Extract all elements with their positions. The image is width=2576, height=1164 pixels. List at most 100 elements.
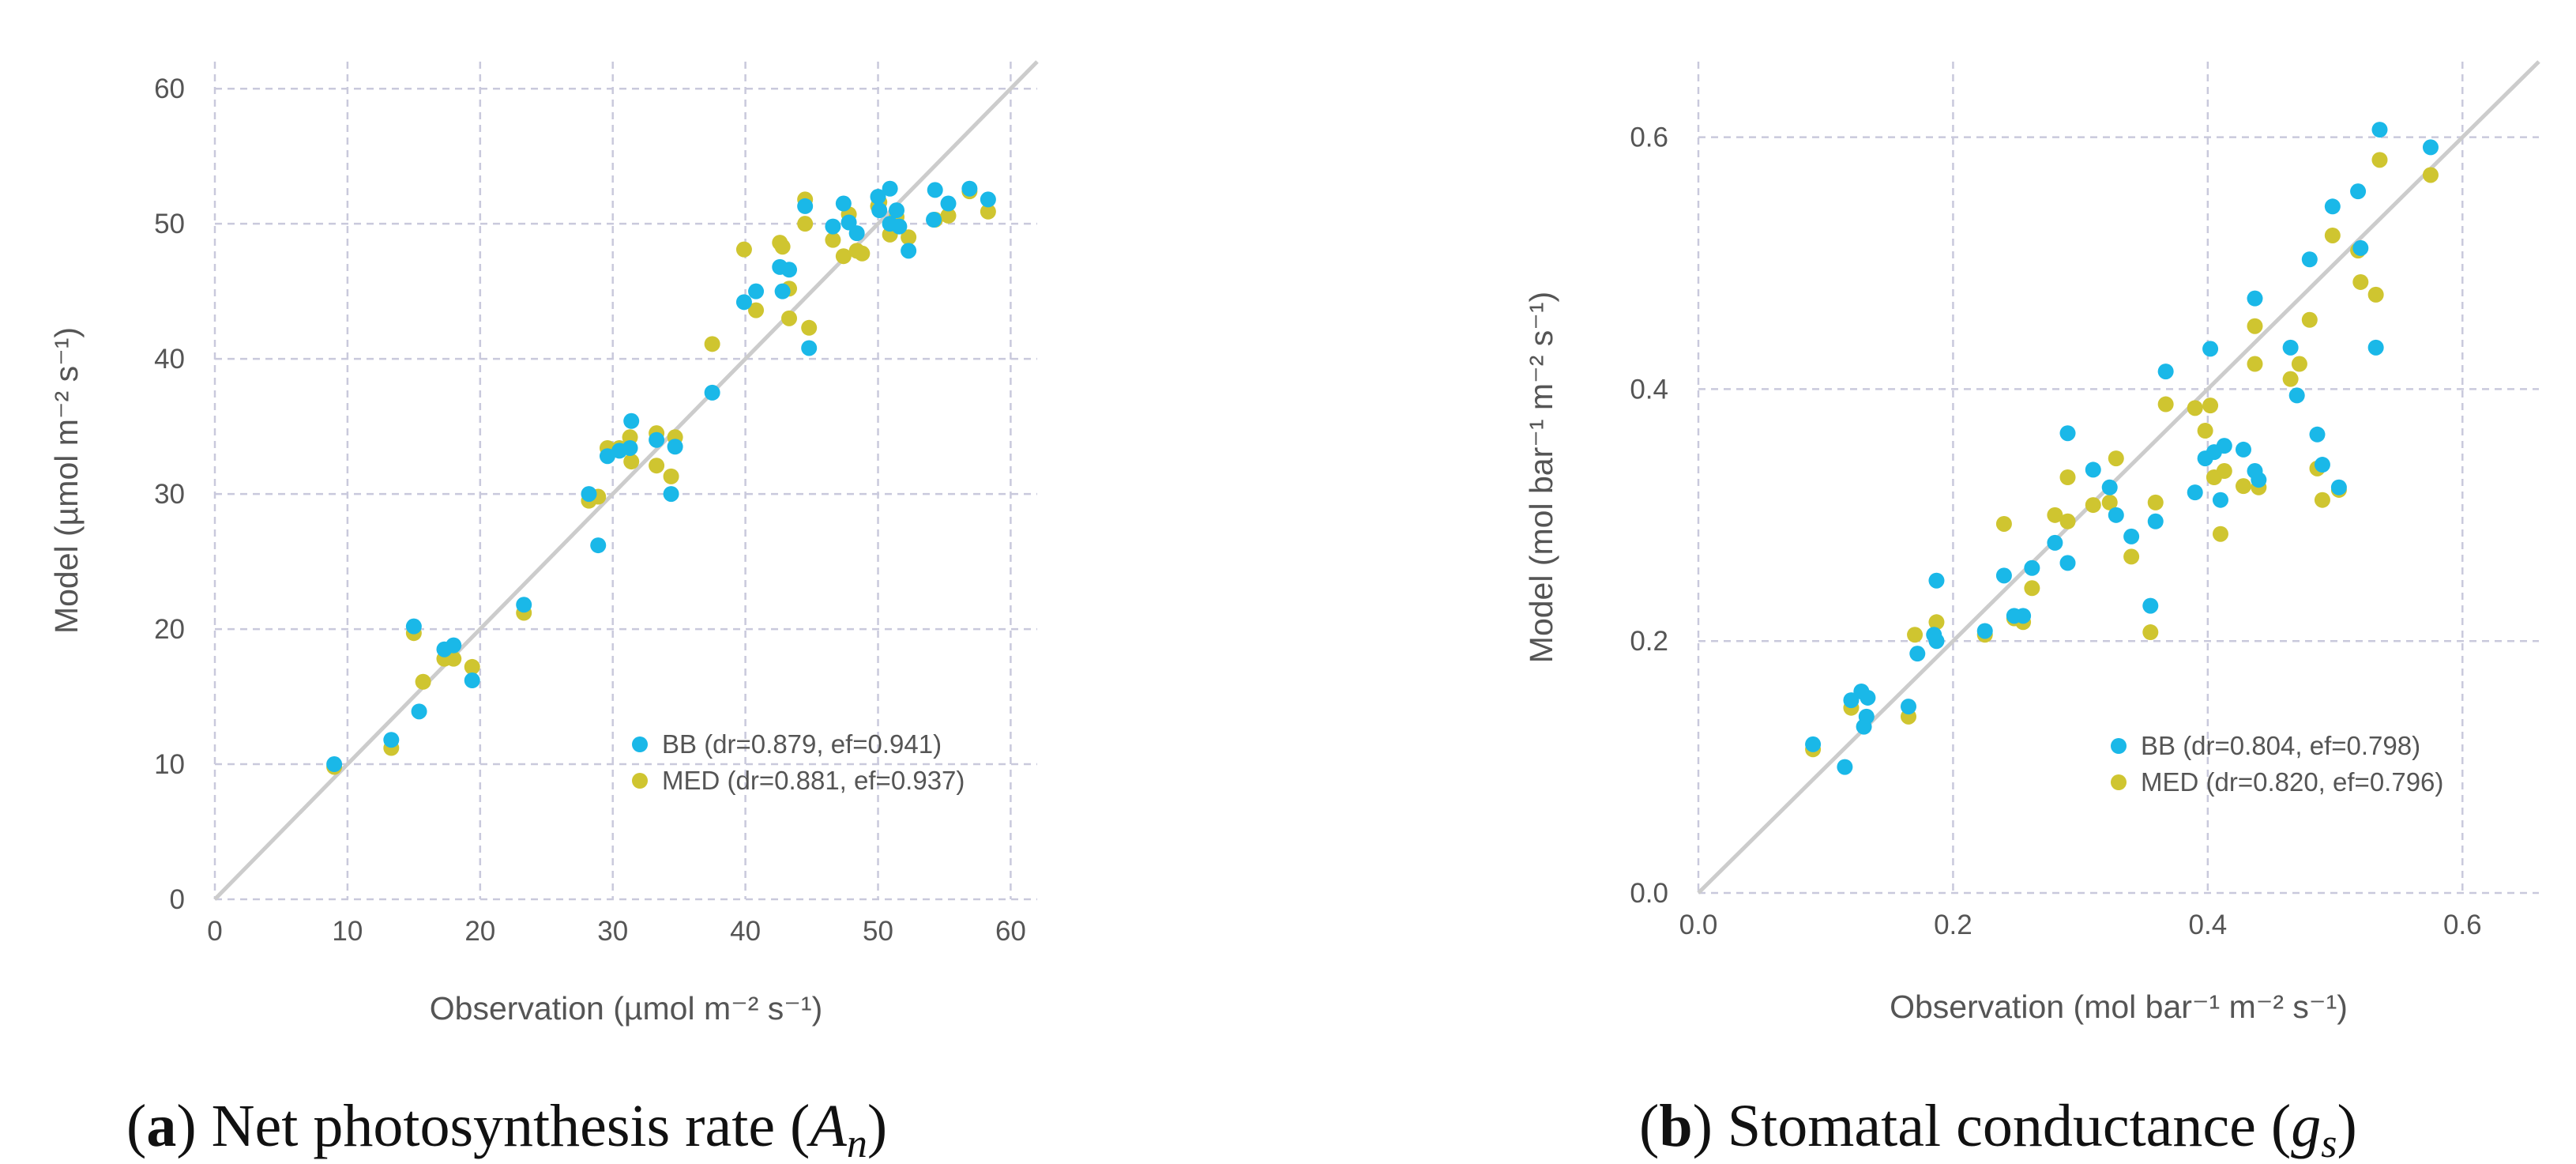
med-point xyxy=(781,310,798,326)
bb-point xyxy=(1901,699,1916,715)
bb-point xyxy=(2282,339,2299,356)
med-point xyxy=(901,229,917,246)
bb-point xyxy=(581,486,597,503)
med-point xyxy=(415,673,431,690)
med-point xyxy=(2291,356,2307,372)
bb-point xyxy=(1860,689,1876,706)
bb-point xyxy=(1837,759,1853,775)
y-tick-label: 10 xyxy=(154,749,185,780)
bb-point xyxy=(446,637,462,654)
med-point xyxy=(2142,624,2159,641)
x-axis-label: Observation (µmol m⁻² s⁻¹) xyxy=(430,990,822,1027)
y-tick-label: 30 xyxy=(154,479,185,510)
bb-point xyxy=(2108,507,2124,523)
med-point xyxy=(1928,614,1945,631)
bb-point xyxy=(464,672,480,689)
med-point xyxy=(2108,450,2124,467)
bb-point xyxy=(835,195,852,212)
med-point xyxy=(2282,371,2299,387)
med-point xyxy=(825,232,841,248)
legend: BB (dr=0.879, ef=0.941) MED (dr=0.881, e… xyxy=(632,729,965,795)
bb-point xyxy=(599,448,615,465)
y-tick-label: 0.6 xyxy=(1630,122,1668,153)
y-axis-label: Model (mol bar⁻¹ m⁻² s⁻¹) xyxy=(1523,292,1559,663)
bb-point xyxy=(882,180,898,197)
med-point xyxy=(663,468,679,484)
bb-point xyxy=(735,294,752,311)
x-tick-label: 0.6 xyxy=(2443,910,2482,940)
bb-point xyxy=(516,597,532,613)
x-tick-label: 0.4 xyxy=(2189,910,2228,940)
bb-point xyxy=(797,198,814,214)
med-point xyxy=(2216,463,2232,480)
bb-point xyxy=(926,212,942,228)
legend-marker-bb xyxy=(632,736,648,752)
med-point xyxy=(2247,356,2263,372)
med-point xyxy=(735,241,752,258)
bb-point xyxy=(848,225,865,242)
med-point xyxy=(2059,513,2076,529)
x-tick-label: 0 xyxy=(207,916,222,947)
caption-subscript: n xyxy=(847,1121,867,1164)
med-point xyxy=(2371,152,2388,168)
bb-point xyxy=(801,340,818,356)
bb-point xyxy=(649,431,665,448)
bb-point xyxy=(1858,708,1875,725)
med-point xyxy=(2157,396,2174,412)
y-tick-labels: 0 10 20 30 40 50 60 xyxy=(154,73,185,915)
bb-point xyxy=(840,214,857,231)
caption-symbol: g xyxy=(2291,1093,2321,1159)
bb-point xyxy=(326,756,343,773)
med-point xyxy=(835,248,852,265)
med-point xyxy=(2059,469,2076,485)
bb-point xyxy=(663,486,679,503)
x-tick-label: 10 xyxy=(332,916,363,947)
med-point xyxy=(748,302,765,318)
med-point xyxy=(940,207,957,224)
x-tick-label: 60 xyxy=(995,916,1026,947)
bb-point xyxy=(980,191,996,208)
med-point xyxy=(797,216,814,232)
x-tick-label: 0.2 xyxy=(1934,910,1972,940)
med-point xyxy=(2324,227,2341,243)
bb-point xyxy=(411,703,427,720)
x-tick-label: 50 xyxy=(863,916,893,947)
caption-text: Net photosynthesis rate ( xyxy=(212,1093,810,1159)
bb-point xyxy=(2047,534,2063,551)
med-point xyxy=(464,658,480,675)
med-point xyxy=(774,239,791,255)
med-point xyxy=(2101,494,2118,510)
bb-point xyxy=(891,218,908,235)
y-tick-labels: 0.0 0.2 0.4 0.6 xyxy=(1630,122,1668,909)
x-axis-label: Observation (mol bar⁻¹ m⁻² s⁻¹) xyxy=(1890,989,2348,1025)
bb-point xyxy=(2251,472,2267,488)
chart-net-photosynthesis: 0 10 20 30 40 50 60 0 10 20 30 40 50 60 Observation … xyxy=(48,60,1039,1164)
caption-symbol: A xyxy=(806,1093,847,1159)
x-tick-label: 40 xyxy=(730,916,761,947)
y-axis-label: Model (µmol m⁻² s⁻¹) xyxy=(48,327,85,634)
bb-point xyxy=(2015,608,2032,624)
legend-label-med: MED (dr=0.881, ef=0.937) xyxy=(662,766,965,795)
bb-point xyxy=(1976,623,1993,639)
caption-subscript: s xyxy=(2321,1121,2337,1164)
x-tick-labels: 0.0 0.2 0.4 0.6 xyxy=(1679,910,2482,940)
bb-point xyxy=(2314,457,2330,473)
bb-point xyxy=(2147,513,2164,529)
x-tick-label: 30 xyxy=(597,916,628,947)
caption-a: (a) Net photosynthesis rate (An) xyxy=(126,1093,887,1164)
bb-point xyxy=(2350,183,2367,200)
legend-marker-med xyxy=(2111,774,2127,790)
bb-point xyxy=(2309,426,2326,443)
one-to-one-line xyxy=(213,60,1039,901)
bb-point xyxy=(2288,387,2305,404)
caption-close: ) xyxy=(867,1093,887,1159)
bb-point xyxy=(2247,290,2263,307)
med-point xyxy=(1995,515,2012,532)
bb-point xyxy=(2101,479,2118,495)
caption-label: a xyxy=(146,1093,176,1159)
bb-points xyxy=(326,180,996,773)
bb-point xyxy=(2157,364,2174,380)
med-point xyxy=(1907,627,1924,643)
bb-point xyxy=(901,243,917,259)
med-point xyxy=(2202,397,2219,414)
